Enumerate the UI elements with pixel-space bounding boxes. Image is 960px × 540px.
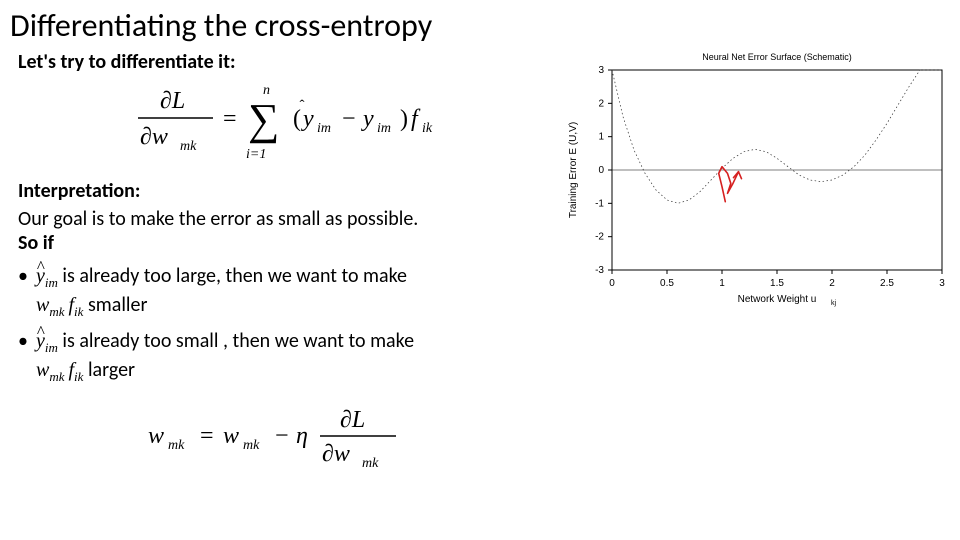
svg-text:3: 3 (939, 278, 945, 289)
svg-text:(: ( (293, 106, 301, 132)
svg-text:-3: -3 (595, 265, 604, 276)
bullet1-mid: is already too large, then we want to ma… (58, 264, 407, 288)
svg-text:n: n (263, 83, 270, 98)
svg-text:1.5: 1.5 (770, 278, 784, 289)
svg-text:0: 0 (598, 165, 604, 176)
goal-sentence: Our goal is to make the error as small a… (18, 207, 418, 231)
svg-text:): ) (400, 106, 408, 132)
bullet2-end: larger (83, 358, 135, 382)
bullet-dot: • (18, 328, 28, 354)
slide-title: Differentiating the cross-entropy (10, 6, 432, 45)
interpretation-label: Interpretation: (18, 179, 558, 203)
svg-text:-1: -1 (595, 198, 604, 209)
bullet1-end: smaller (83, 293, 147, 317)
svg-text:3: 3 (598, 65, 604, 76)
svg-text:1: 1 (719, 278, 725, 289)
error-surface-chart: 0 0.5 1 1.5 2 2.5 3 -3 -2 -1 0 1 2 3 Neural Net Error … (562, 48, 952, 308)
svg-text:=: = (223, 106, 237, 132)
svg-text:∂w: ∂w (322, 441, 350, 467)
svg-text:−: − (275, 423, 289, 449)
so-if: So if (18, 231, 54, 255)
svg-text:Training Error E (U,V): Training Error E (U,V) (568, 122, 579, 218)
svg-text:2: 2 (829, 278, 835, 289)
equation-gradient: ∂L ∂w mk = ∑ n i=1 ( y ̂ im − y im ) f (18, 78, 558, 169)
yhat-symbol: ^y (36, 330, 45, 352)
svg-text:∂w: ∂w (140, 124, 168, 150)
bullet2-mid: is already too small , then we want to m… (58, 329, 414, 353)
svg-text:∂L: ∂L (160, 88, 185, 114)
svg-text:y: y (361, 106, 374, 132)
content-left: Let's try to differentiate it: ∂L ∂w mk … (18, 50, 558, 478)
svg-text:0.5: 0.5 (660, 278, 674, 289)
svg-text:∂L: ∂L (340, 407, 365, 433)
svg-text:2: 2 (598, 98, 604, 109)
equation-update: w mk = w mk − η ∂L ∂w mk (18, 403, 558, 478)
svg-text:-2: -2 (595, 232, 604, 243)
svg-text:̂: ̂ (299, 100, 305, 102)
svg-text:kj: kj (831, 300, 837, 307)
svg-text:Network Weight u: Network Weight u (738, 294, 817, 305)
svg-text:η: η (296, 423, 308, 449)
svg-text:0: 0 (609, 278, 615, 289)
svg-text:mk: mk (243, 438, 260, 453)
svg-text:1: 1 (598, 132, 604, 143)
svg-text:mk: mk (168, 438, 185, 453)
bullet-dot: • (18, 263, 28, 289)
svg-text:ik: ik (422, 121, 433, 136)
svg-text:−: − (342, 106, 356, 132)
svg-text:2.5: 2.5 (880, 278, 894, 289)
bullet-1: • ^yim is already too large, then we wan… (18, 263, 558, 320)
svg-text:mk: mk (180, 139, 197, 154)
yhat-symbol: ^y (36, 265, 45, 287)
goal-text: Our goal is to make the error as small a… (18, 207, 558, 255)
svg-text:i=1: i=1 (246, 147, 266, 162)
svg-text:w: w (223, 423, 239, 449)
svg-text:im: im (317, 121, 331, 136)
svg-text:∑: ∑ (248, 95, 279, 144)
svg-text:y: y (301, 106, 314, 132)
svg-text:w: w (148, 423, 164, 449)
svg-text:=: = (200, 423, 214, 449)
bullet-2: • ^yim is already too small , then we wa… (18, 328, 558, 385)
intro-line: Let's try to differentiate it: (18, 50, 558, 74)
svg-text:im: im (377, 121, 391, 136)
svg-text:f: f (411, 106, 421, 132)
svg-text:mk: mk (362, 456, 379, 471)
svg-text:Neural Net Error Surface (Sche: Neural Net Error Surface (Schematic) (702, 52, 852, 62)
